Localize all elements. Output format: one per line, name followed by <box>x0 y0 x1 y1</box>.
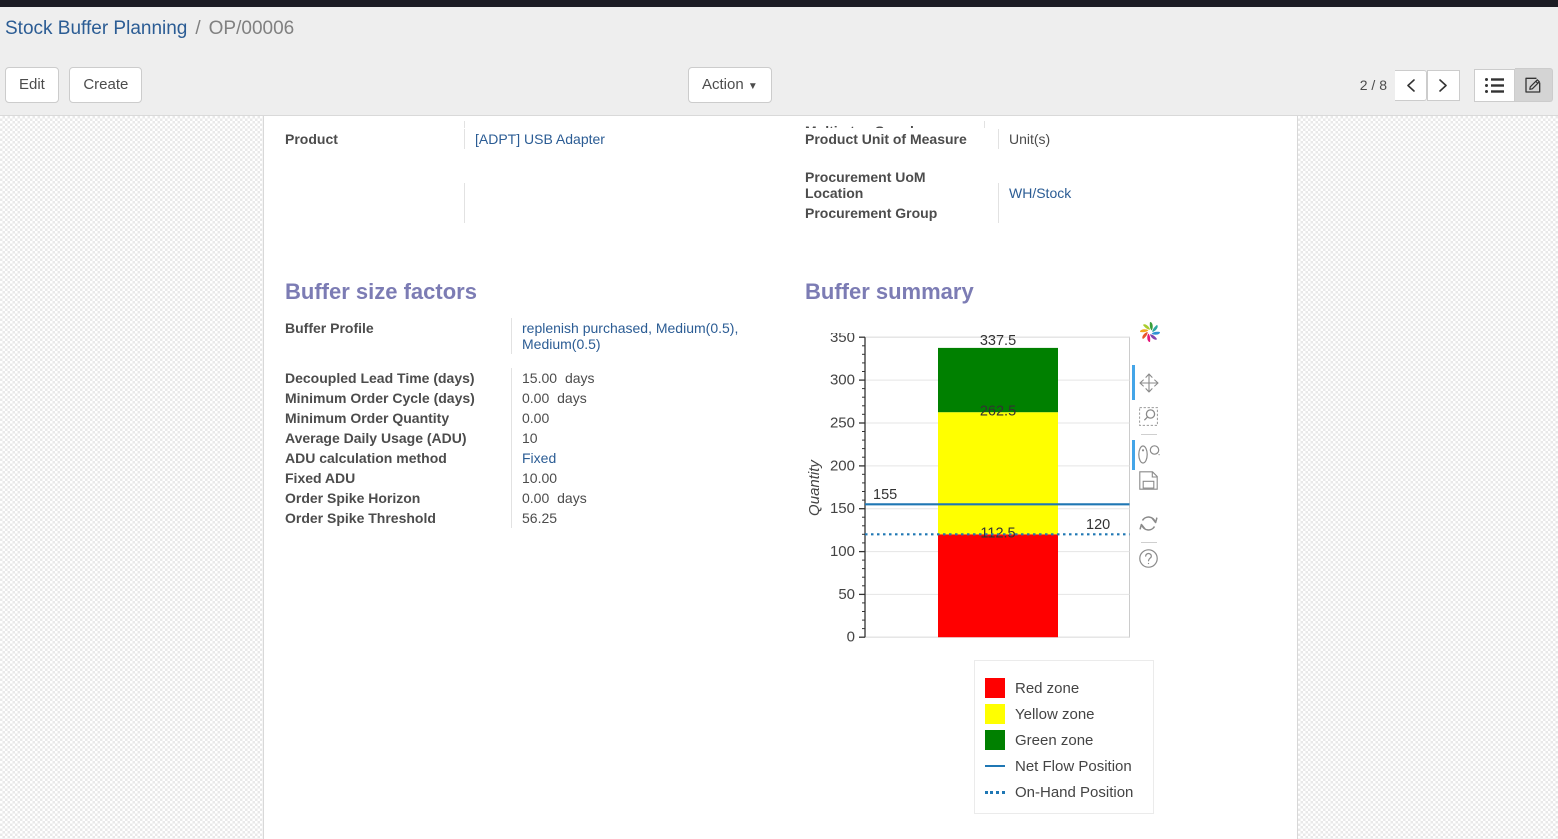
svg-text:337.5: 337.5 <box>980 333 1016 349</box>
svg-text:200: 200 <box>830 457 855 474</box>
svg-text:262.5: 262.5 <box>980 404 1016 420</box>
svg-text:50: 50 <box>838 586 855 603</box>
svg-text:100: 100 <box>830 543 855 560</box>
svg-text:0: 0 <box>847 629 855 643</box>
svg-text:120: 120 <box>1086 517 1110 533</box>
svg-text:350: 350 <box>830 333 855 346</box>
svg-text:Quantity: Quantity <box>806 459 823 516</box>
svg-text:150: 150 <box>830 500 855 517</box>
svg-text:250: 250 <box>830 415 855 432</box>
svg-text:155: 155 <box>873 487 897 503</box>
svg-text:300: 300 <box>830 372 855 389</box>
